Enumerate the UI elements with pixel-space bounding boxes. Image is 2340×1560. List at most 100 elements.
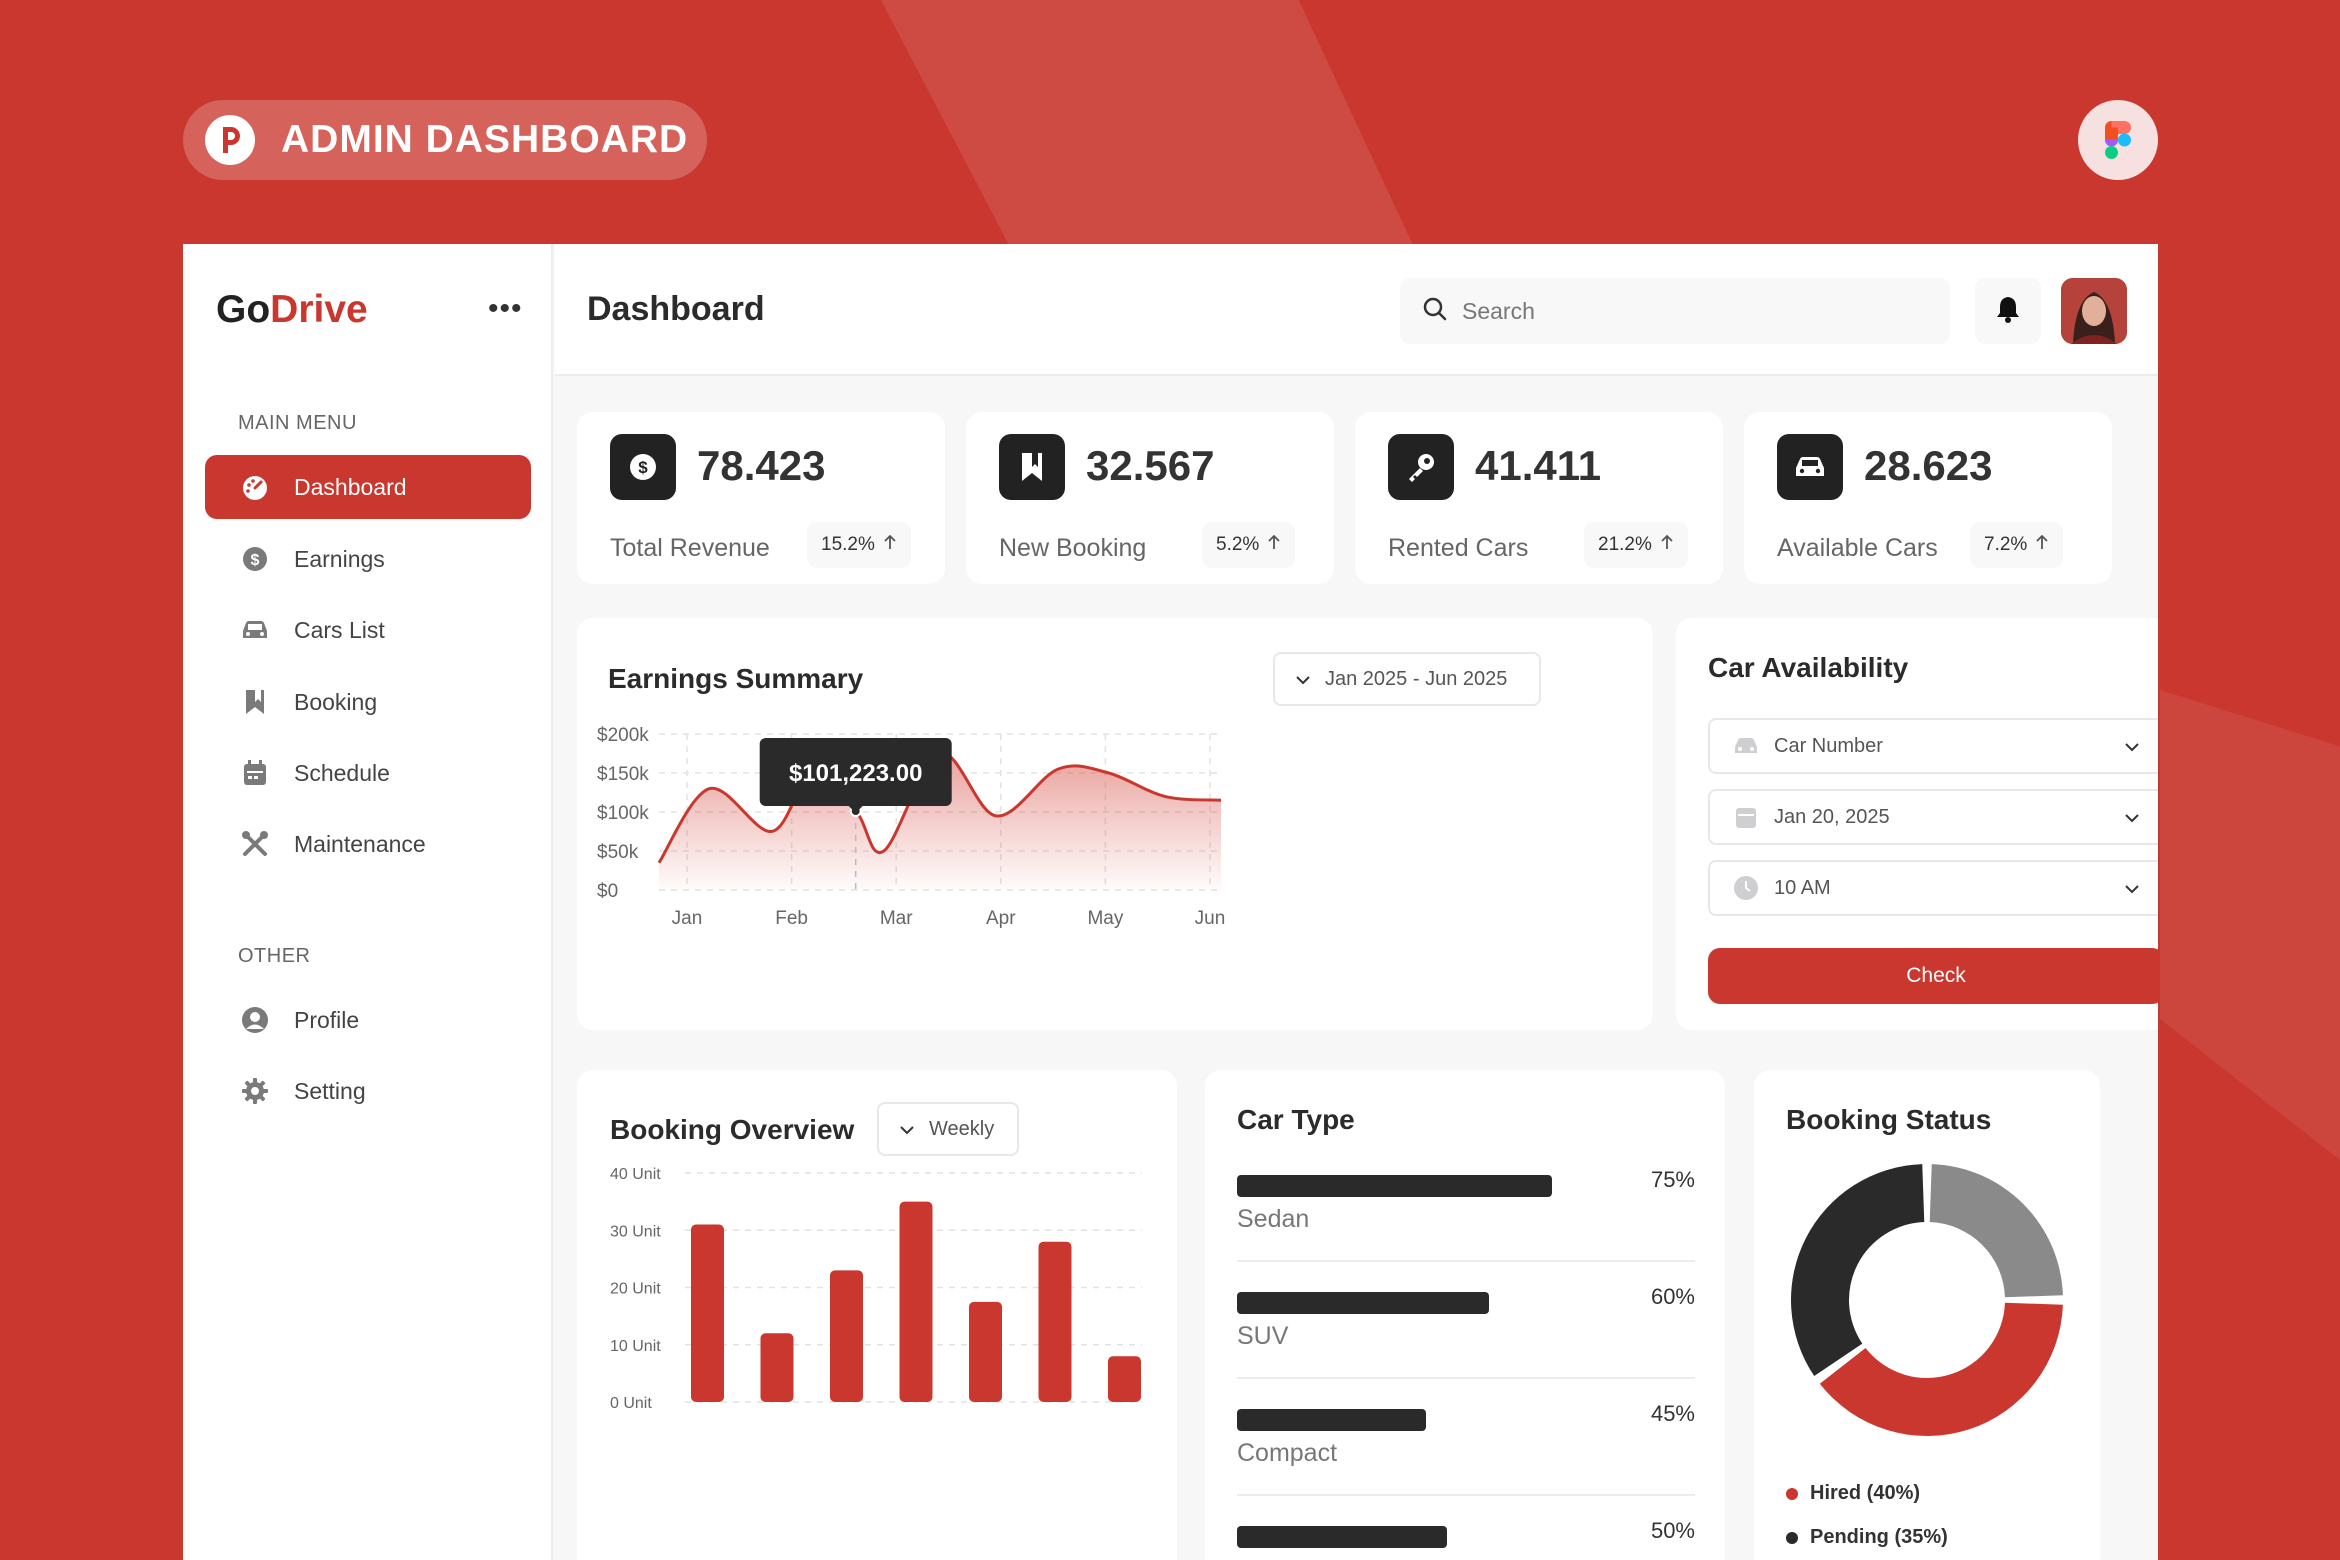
divider [1237,1494,1695,1496]
stat-change-value: 21.2% [1598,534,1652,555]
donut-slice [1791,1164,1925,1377]
stat-label: Total Revenue [610,534,770,562]
car-key-icon [1388,434,1454,500]
x-tick-label: Jan [672,908,703,929]
bar [899,1201,933,1402]
stat-value: 41.411 [1475,442,1602,489]
arrow-up-icon [2035,534,2049,556]
chevron-down-icon [899,1118,915,1141]
svg-text:$: $ [638,458,648,477]
car-availability-card: Car Availability Car Number Jan 20, 2025… [1676,618,2158,1030]
donut-slice [1929,1164,2063,1298]
gear-icon [240,1076,270,1106]
stat-card-new-booking: 32.567 New Booking 5.2% [966,412,1334,584]
arrow-up-icon [883,534,897,556]
notification-button[interactable] [1975,278,2041,344]
car-type-percent: 50% [1650,1518,1695,1543]
arrow-up-icon [1660,534,1674,556]
stat-change-value: 15.2% [821,534,875,555]
chevron-down-icon [2124,806,2140,829]
legend-label: Hired (40%) [1810,1482,1921,1504]
arrow-up-icon [1267,534,1281,556]
stat-card-available-cars: 28.623 Available Cars 7.2% [1744,412,2112,584]
dollar-coin-icon: $ [240,544,270,574]
car-type-bar [1237,1175,1552,1197]
search-icon [1422,296,1448,327]
page-title: Dashboard [587,290,765,328]
legend-pending: Pending (35%) [1786,1526,1948,1549]
sidebar-item-schedule[interactable]: Schedule [205,741,531,805]
main-menu-label: MAIN MENU [238,412,357,434]
sidebar-item-dashboard[interactable]: Dashboard [205,455,531,519]
sidebar-item-label: Maintenance [294,830,426,857]
sidebar-item-cars-list[interactable]: Cars List [205,598,531,662]
stat-change-value: 7.2% [1984,534,2028,555]
bell-icon [1996,295,2020,328]
stat-change-value: 5.2% [1216,534,1260,555]
sidebar-item-label: Schedule [294,759,390,786]
car-type-name: Electric [1237,1556,1319,1560]
date-value: Jan 20, 2025 [1774,805,1890,828]
earnings-range-dropdown[interactable]: Jan 2025 - Jun 2025 [1273,652,1541,706]
figma-icon[interactable] [2078,100,2158,180]
stat-label: Available Cars [1777,534,1938,562]
sidebar-item-label: Earnings [294,545,385,572]
car-number-placeholder: Car Number [1774,734,1883,757]
bar [1108,1356,1141,1402]
car-type-bar [1237,1526,1447,1548]
booking-overview-card: Booking Overview Weekly 40 Unit 30 Unit 20… [577,1070,1177,1560]
earnings-summary-card: Earnings Summary Jan 2025 - Jun 2025 $20… [577,618,1653,1030]
sidebar-item-profile[interactable]: Profile [205,988,531,1052]
tooltip-arrow [847,805,864,814]
app-logo[interactable]: GoDrive [216,288,368,331]
car-type-percent: 60% [1650,1284,1695,1309]
car-type-percent: 45% [1650,1401,1695,1426]
car-type-title: Car Type [1237,1104,1355,1135]
stat-value: 32.567 [1086,442,1215,489]
availability-title: Car Availability [1708,652,1909,683]
tools-icon [240,829,270,859]
y-tick-label: $0 [597,881,618,902]
car-type-percent: 75% [1650,1167,1695,1192]
bar [1038,1241,1072,1402]
y-tick-label: $100k [597,803,649,824]
app-window: GoDrive ••• MAIN MENU Dashboard $ Earnin… [183,244,2158,1560]
dollar-icon: $ [610,434,676,500]
bar [760,1333,794,1402]
y-tick-label: 10 Unit [610,1338,661,1355]
user-circle-icon [240,1005,270,1035]
car-number-select[interactable]: Car Number [1708,718,2158,774]
y-tick-label: $200k [597,725,649,746]
sidebar-item-maintenance[interactable]: Maintenance [205,812,531,876]
sidebar-item-booking[interactable]: Booking [205,670,531,734]
sidebar-item-label: Profile [294,1006,360,1033]
tooltip-box [759,738,952,807]
search-input[interactable] [1462,297,1922,325]
bar [830,1270,863,1402]
search-box[interactable] [1400,278,1950,344]
sidebar-item-earnings[interactable]: $ Earnings [205,527,531,591]
calendar-icon [240,758,270,788]
stat-card-total-revenue: $ 78.423 Total Revenue 15.2% [577,412,945,584]
avatar[interactable] [2061,278,2127,344]
y-tick-label: 20 Unit [610,1281,661,1298]
date-select[interactable]: Jan 20, 2025 [1708,789,2158,845]
earnings-title: Earnings Summary [608,663,864,694]
x-tick-label: Jun [1195,908,1226,929]
stat-label: Rented Cars [1388,534,1529,562]
check-button[interactable]: Check [1708,948,2158,1004]
x-tick-label: Feb [775,908,808,929]
booking-status-donut [1791,1164,2063,1436]
sidebar-item-setting[interactable]: Setting [205,1059,531,1123]
sidebar-item-label: Booking [294,688,378,715]
booking-status-title: Booking Status [1786,1104,1992,1135]
more-icon[interactable]: ••• [488,292,523,325]
bookmark-icon [999,434,1065,500]
admin-dashboard-banner: ADMIN DASHBOARD [183,100,707,180]
car-type-bar [1237,1409,1426,1431]
time-select[interactable]: 10 AM [1708,860,2158,916]
y-tick-label: 40 Unit [610,1166,661,1183]
bar [969,1301,1002,1402]
y-tick-label: $50k [597,842,639,863]
booking-period-dropdown[interactable]: Weekly [877,1102,1019,1156]
